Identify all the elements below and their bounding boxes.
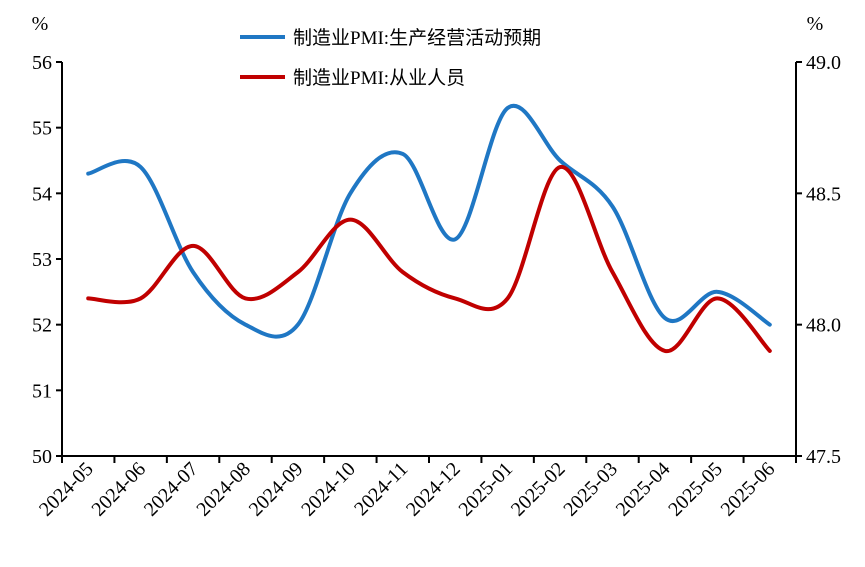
x-tick-label: 2025-03: [559, 458, 622, 521]
x-tick-label: 2024-09: [245, 458, 308, 521]
right-tick-label: 48.0: [806, 315, 841, 337]
x-tick-label: 2024-12: [402, 458, 465, 521]
x-tick-label: 2024-08: [192, 458, 255, 521]
legend-label: 制造业PMI:生产经营活动预期: [293, 27, 541, 49]
x-tick-label: 2024-11: [350, 458, 412, 520]
x-tick-label: 2025-06: [717, 458, 780, 521]
left-tick-label: 50: [32, 446, 52, 468]
right-axis-unit: %: [807, 13, 824, 35]
x-tick-label: 2025-01: [454, 458, 517, 521]
right-tick-label: 47.5: [806, 446, 841, 468]
left-tick-label: 54: [32, 183, 52, 205]
right-tick-label: 48.5: [806, 183, 841, 205]
x-tick-label: 2024-06: [87, 458, 150, 521]
series-layer: [86, 103, 772, 353]
x-tick-label: 2025-04: [612, 458, 675, 521]
series-line-employment: [86, 165, 772, 353]
right-tick-label: 49.0: [806, 52, 841, 74]
left-tick-label: 52: [32, 315, 52, 337]
x-tick-label: 2025-05: [664, 458, 727, 521]
left-tick-label: 56: [32, 52, 52, 74]
left-tick-label: 51: [32, 380, 52, 402]
series-line-production-expectation: [86, 103, 772, 339]
legend-label: 制造业PMI:从业人员: [293, 67, 465, 89]
x-tick-label: 2024-07: [140, 458, 203, 521]
left-tick-label: 55: [32, 118, 52, 140]
left-axis-unit: %: [32, 13, 49, 35]
x-tick-label: 2024-10: [297, 458, 360, 521]
x-tick-label: 2025-02: [507, 458, 570, 521]
left-tick-label: 53: [32, 249, 52, 271]
